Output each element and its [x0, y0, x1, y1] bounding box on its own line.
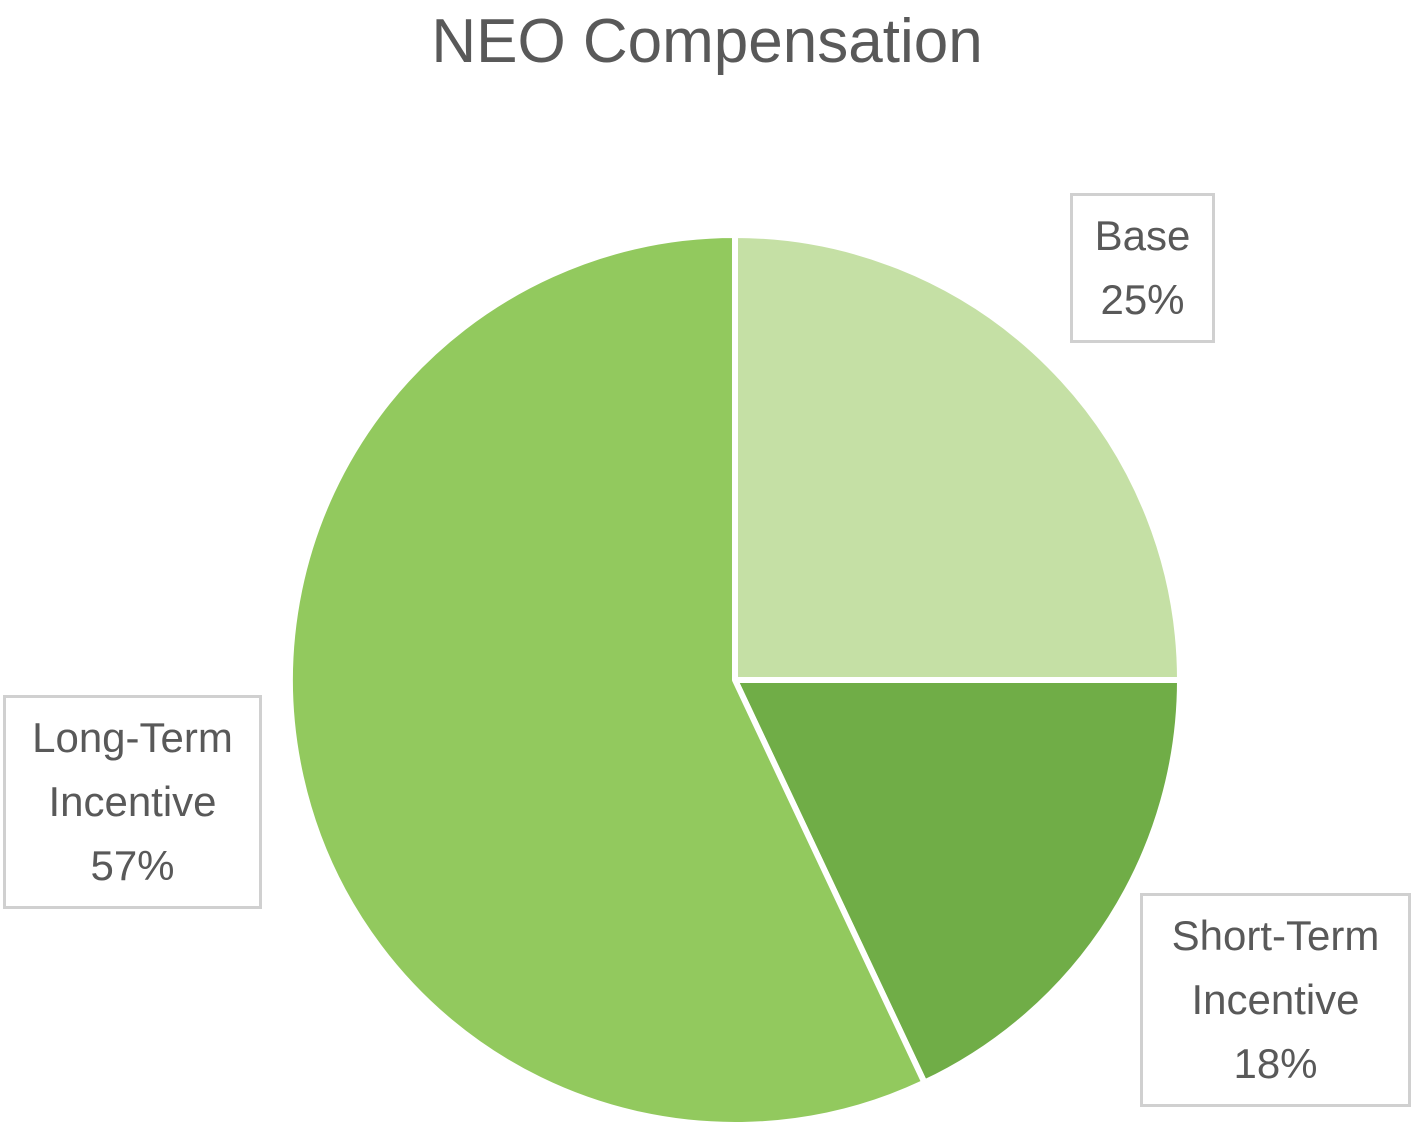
- data-label: Long-Term Incentive 57%: [3, 695, 262, 909]
- label-value: 57%: [90, 842, 175, 889]
- label-value: 25%: [1100, 276, 1185, 323]
- label-category: Short-Term Incentive: [1171, 912, 1380, 1023]
- pie-slice: [732, 677, 1183, 1086]
- label-value: 18%: [1233, 1040, 1318, 1087]
- pie-slice: [287, 232, 928, 1128]
- chart-title: NEO Compensation: [431, 7, 983, 76]
- data-label: Base 25%: [1070, 193, 1215, 343]
- label-category: Base: [1094, 212, 1191, 259]
- pie-slice: [732, 232, 1183, 683]
- data-label: Short-Term Incentive 18%: [1140, 893, 1411, 1107]
- label-category: Long-Term Incentive: [32, 714, 233, 825]
